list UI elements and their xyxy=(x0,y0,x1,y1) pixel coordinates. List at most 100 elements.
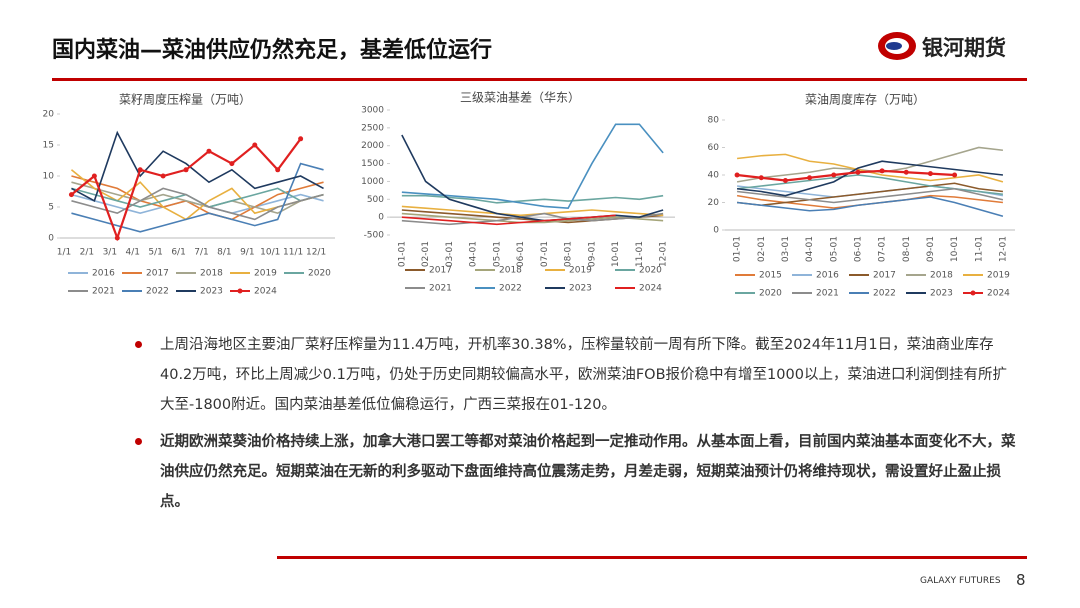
legend-label: 2018 xyxy=(499,266,522,276)
y-tick-label: 1500 xyxy=(361,159,384,169)
y-tick-label: 20 xyxy=(43,110,55,120)
series-line xyxy=(401,205,664,217)
page-number: 8 xyxy=(1016,571,1026,589)
series-line xyxy=(736,169,955,182)
legend-label: 2019 xyxy=(254,269,277,279)
header-rule xyxy=(52,78,1027,81)
y-tick-label: 60 xyxy=(708,143,720,153)
point xyxy=(831,172,837,178)
x-tick-label: 03-01 xyxy=(445,241,455,267)
x-tick-label: 12/1 xyxy=(306,248,326,258)
y-tick-label: 15 xyxy=(43,141,54,151)
x-tick-label: 11/1 xyxy=(283,248,303,258)
point xyxy=(183,167,189,173)
charts: 菜籽周度压榨量（万吨） 0 5 10 15 20 1/1 2/1 3/1 4/1 5/1 6/1 7/1… xyxy=(43,91,1015,299)
y-tick-label: 500 xyxy=(367,195,384,205)
y-tick-label: 10 xyxy=(43,172,55,182)
y-tick-label: 0 xyxy=(378,213,384,223)
series-line xyxy=(71,130,324,202)
x-tick-label: 12-01 xyxy=(998,236,1008,262)
footer-rule xyxy=(277,556,1027,559)
point xyxy=(782,178,788,183)
legend-label: 2016 xyxy=(92,269,115,279)
x-tick-label: 06-01 xyxy=(516,241,526,267)
chart-title: 菜油周度库存（万吨） xyxy=(805,92,925,107)
point xyxy=(927,171,933,177)
x-tick-label: 7/1 xyxy=(194,248,208,258)
x-tick-label: 9/1 xyxy=(240,248,254,258)
point xyxy=(91,173,97,179)
y-tick-label: 0 xyxy=(713,226,719,236)
x-tick-label: 08-01 xyxy=(902,236,912,262)
x-tick-label: 01-01 xyxy=(733,236,743,262)
series-line xyxy=(70,169,324,221)
series-line xyxy=(736,196,1004,218)
series-line xyxy=(401,212,664,224)
x-tick-label: 08-01 xyxy=(564,241,574,267)
legend-marker xyxy=(237,288,243,294)
x-tick-label: 10-01 xyxy=(611,241,621,267)
y-tick-label: 2000 xyxy=(361,141,384,151)
slide-title: 国内菜油—菜油供应仍然充足，基差低位运行 xyxy=(52,38,493,63)
x-tick-label: 10-01 xyxy=(950,236,960,262)
legend-label: 2022 xyxy=(146,287,169,297)
y-tick-label: 80 xyxy=(708,116,720,126)
legend-label: 2023 xyxy=(930,289,953,299)
y-tick-label: -500 xyxy=(364,231,385,241)
x-tick-label: 03-01 xyxy=(781,236,791,262)
legend-label: 2021 xyxy=(429,284,452,294)
series-line xyxy=(736,194,1004,209)
x-tick-label: 8/1 xyxy=(217,248,231,258)
x-tick-label: 12-01 xyxy=(659,241,669,267)
x-tick-label: 02-01 xyxy=(757,236,767,262)
series-line xyxy=(401,123,664,210)
legend-label: 2023 xyxy=(200,287,223,297)
legend-label: 2022 xyxy=(499,284,522,294)
point xyxy=(734,172,740,178)
legend-label: 2020 xyxy=(308,269,331,279)
x-tick-label: 4/1 xyxy=(126,248,140,258)
x-tick-label: 05-01 xyxy=(829,236,839,262)
legend-label: 2017 xyxy=(873,271,896,281)
series-line xyxy=(401,194,664,204)
point xyxy=(298,136,304,142)
legend-label: 2020 xyxy=(759,289,782,299)
x-tick-label: 05-01 xyxy=(492,241,502,267)
series-line xyxy=(736,160,1004,197)
x-tick-label: 09-01 xyxy=(926,236,936,262)
point xyxy=(952,172,958,178)
y-tick-label: 20 xyxy=(708,198,720,208)
point xyxy=(758,175,764,181)
point xyxy=(206,148,212,154)
series-line xyxy=(736,187,1004,204)
legend-label: 2016 xyxy=(816,271,839,281)
x-tick-label: 1/1 xyxy=(57,248,71,258)
series-line xyxy=(71,187,324,221)
x-tick-label: 06-01 xyxy=(853,236,863,262)
legend-label: 2020 xyxy=(639,266,662,276)
logo-icon xyxy=(878,32,916,60)
legend-label: 2018 xyxy=(930,271,953,281)
legend-label: 2019 xyxy=(569,266,592,276)
series-line xyxy=(736,153,1004,183)
legend-label: 2017 xyxy=(429,266,452,276)
x-tick-label: 3/1 xyxy=(103,248,117,258)
legend-label: 2021 xyxy=(816,289,839,299)
x-tick-label: 2/1 xyxy=(80,248,94,258)
series-line xyxy=(401,134,664,222)
bullet: 近期欧洲菜葵油价格持续上涨，加拿大港口罢工等都对菜油价格起到一定推动作用。从基本… xyxy=(135,427,1020,517)
bullet: 上周沿海地区主要油厂菜籽压榨量为11.4万吨，开机率30.38%，压榨量较前一周… xyxy=(135,330,1020,420)
point xyxy=(68,192,74,198)
legend-label: 2017 xyxy=(146,269,169,279)
chart-title: 三级菜油基差（华东） xyxy=(460,91,580,105)
legend-label: 2022 xyxy=(873,289,896,299)
series-line xyxy=(736,182,1004,207)
legend-label: 2024 xyxy=(639,284,662,294)
x-tick-label: 02-01 xyxy=(421,241,431,267)
chart-title: 菜籽周度压榨量（万吨） xyxy=(119,92,251,107)
point xyxy=(114,235,120,241)
x-tick-label: 10/1 xyxy=(260,248,280,258)
legend-label: 2023 xyxy=(569,284,592,294)
point xyxy=(275,167,281,173)
point xyxy=(807,175,813,181)
